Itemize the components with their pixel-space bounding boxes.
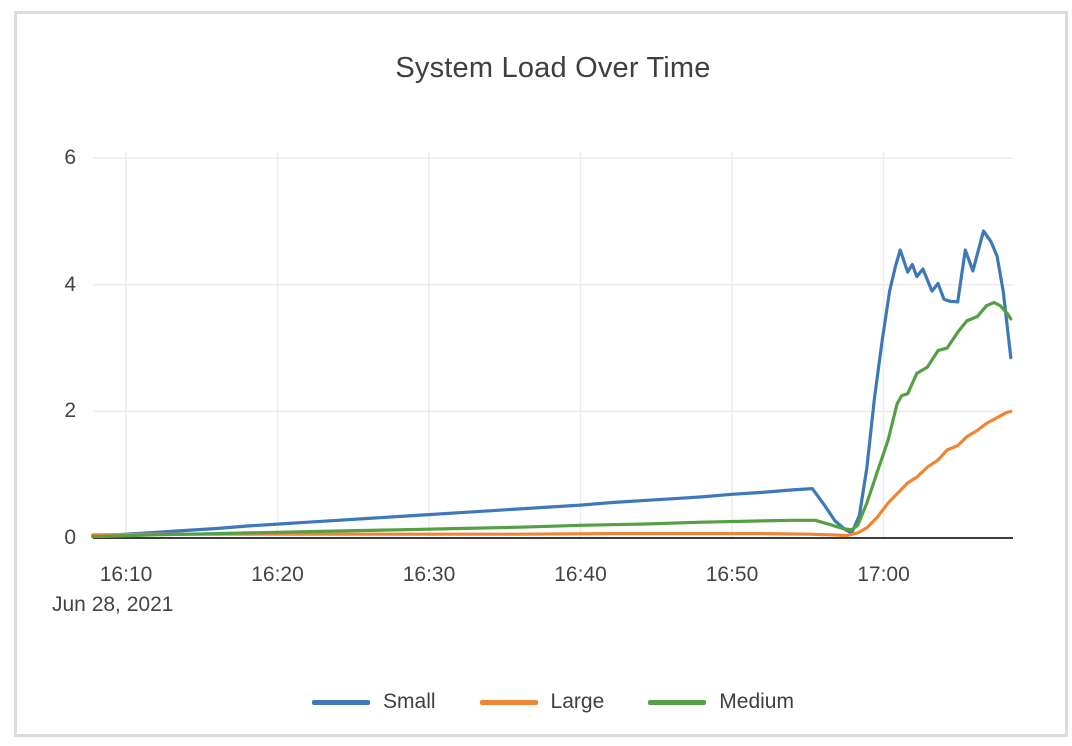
legend-line-swatch: [479, 699, 538, 705]
gridlines: [93, 152, 1013, 538]
chart-title: System Load Over Time: [395, 52, 711, 84]
legend-item-large[interactable]: Large: [479, 690, 605, 714]
legend-label: Small: [383, 690, 436, 713]
y-tick-label: 6: [64, 146, 76, 170]
legend-item-medium[interactable]: Medium: [648, 690, 794, 714]
x-axis-date-label: Jun 28, 2021: [52, 593, 174, 616]
legend-label: Large: [550, 690, 605, 713]
x-tick-label: 17:00: [857, 563, 910, 586]
x-tick-label: 16:40: [554, 563, 607, 586]
x-tick-label: 16:20: [251, 563, 304, 586]
series-line-medium: [91, 300, 1013, 539]
x-tick-label: 16:10: [99, 563, 153, 586]
series-line-small: [91, 229, 1013, 538]
chart-card: [14, 11, 1068, 737]
chart-legend: Small Large Medium: [93, 690, 1013, 714]
x-tick-label: 16:30: [402, 563, 456, 586]
legend-label: Medium: [719, 690, 794, 713]
legend-line-swatch: [312, 699, 371, 705]
y-tick-label: 2: [64, 399, 76, 423]
legend-item-small[interactable]: Small: [312, 690, 436, 714]
y-tick-label: 4: [64, 272, 76, 296]
series-line-large: [91, 409, 1013, 538]
y-tick-label: 0: [64, 526, 76, 549]
legend-line-swatch: [648, 699, 707, 705]
x-tick-label: 16:50: [705, 563, 759, 586]
